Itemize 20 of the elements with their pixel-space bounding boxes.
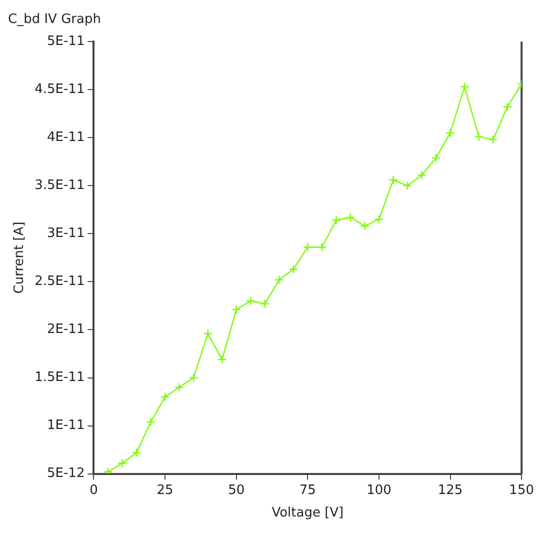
x-tick-label: 25 <box>156 482 174 498</box>
x-tick-label: 75 <box>299 482 316 498</box>
chart-title: C_bd IV Graph <box>8 12 101 28</box>
x-tick-label: 100 <box>366 482 392 498</box>
x-tick-label: 150 <box>509 482 534 498</box>
x-tick-label: 0 <box>90 482 98 498</box>
x-axis-title: Voltage [V] <box>272 506 344 521</box>
y-tick-label: 5E-12 <box>47 466 85 482</box>
y-axis-title: Current [A] <box>12 222 28 294</box>
x-tick-label: 125 <box>438 482 463 498</box>
y-tick-label: 2.5E-11 <box>34 274 85 290</box>
y-tick-label: 4E-11 <box>47 130 85 146</box>
y-tick-label: 2E-11 <box>47 322 85 338</box>
y-tick-label: 5E-11 <box>47 34 85 49</box>
y-tick-label: 4.5E-11 <box>34 82 85 97</box>
x-tick-label: 50 <box>228 482 245 498</box>
y-tick-label: 3E-11 <box>47 226 85 242</box>
y-tick-label: 1.5E-11 <box>34 370 85 386</box>
y-tick-label: 3.5E-11 <box>34 178 85 194</box>
y-tick-label: 1E-11 <box>47 418 85 434</box>
